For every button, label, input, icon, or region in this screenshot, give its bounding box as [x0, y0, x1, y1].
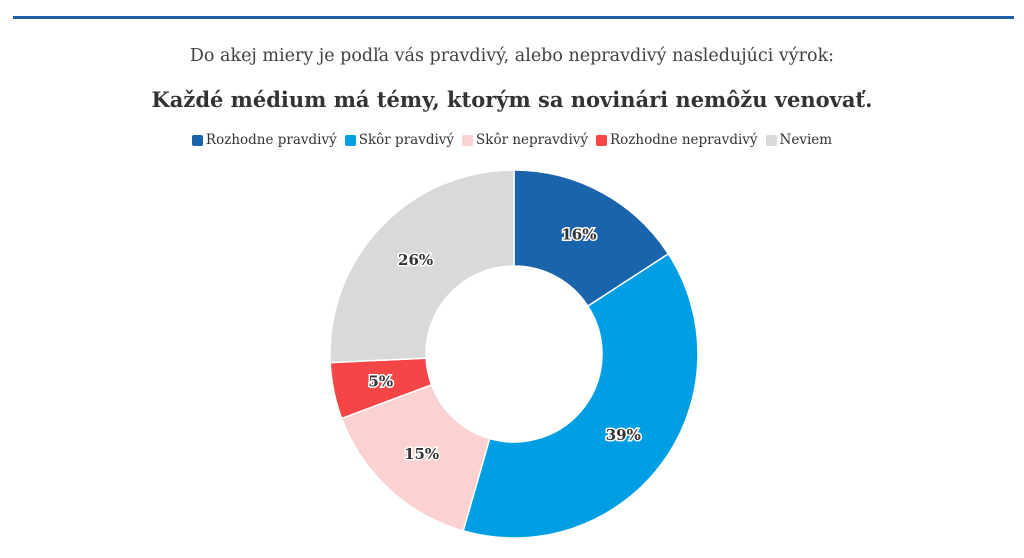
- legend-item-rozhodne-pravdivy[interactable]: Rozhodne pravdivý: [191, 132, 337, 148]
- chart-title: Každé médium má témy, ktorým sa novinári…: [151, 87, 873, 112]
- chart-subtitle: Do akej miery je podľa vás pravdivý, ale…: [189, 46, 835, 66]
- legend-swatch: [191, 134, 203, 146]
- legend-swatch: [596, 134, 608, 146]
- slice-neviem[interactable]: [329, 169, 515, 364]
- data-label-neviem: 26%: [398, 251, 433, 269]
- data-label-skor-pravdivy: 39%: [606, 426, 641, 444]
- legend-label: Rozhodne nepravdivý: [610, 132, 758, 148]
- data-label-rozhodne-pravdivy: 16%: [561, 225, 596, 243]
- data-label-rozhodne-nepravdivy: 5%: [368, 372, 393, 390]
- legend-label: Rozhodne pravdivý: [205, 132, 337, 148]
- donut-chart: 16% 39% 15% 5% 26%: [329, 169, 699, 539]
- slice-skor-pravdivy[interactable]: [462, 252, 699, 539]
- slice-rozhodne-pravdivy[interactable]: [513, 169, 670, 308]
- legend-item-skor-pravdivy[interactable]: Skôr pravdivý: [344, 132, 455, 148]
- legend-item-neviem[interactable]: Neviem: [765, 132, 833, 148]
- legend-swatch: [344, 134, 356, 146]
- legend-swatch: [765, 134, 777, 146]
- data-label-skor-nepravdivy: 15%: [404, 445, 439, 463]
- chart-legend: Rozhodne pravdivý Skôr pravdivý Skôr nep…: [0, 132, 1024, 148]
- legend-item-rozhodne-nepravdivy[interactable]: Rozhodne nepravdivý: [596, 132, 758, 148]
- legend-item-skor-nepravdivy[interactable]: Skôr nepravdivý: [462, 132, 588, 148]
- legend-swatch: [462, 134, 474, 146]
- legend-label: Skôr nepravdivý: [476, 132, 589, 148]
- legend-label: Skôr pravdivý: [358, 132, 455, 148]
- slice-skor-nepravdivy[interactable]: [340, 383, 491, 532]
- legend-label: Neviem: [779, 132, 833, 148]
- top-rule: [13, 16, 1014, 19]
